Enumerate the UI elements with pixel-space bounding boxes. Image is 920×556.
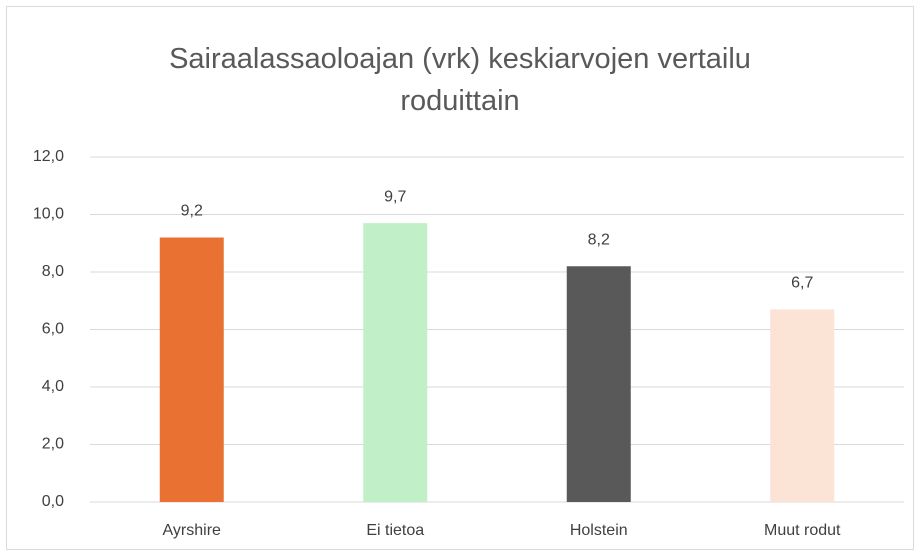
y-tick-label: 8,0 (42, 263, 64, 280)
x-tick-label: Ei tietoa (366, 522, 424, 539)
bar (159, 237, 224, 502)
bar (363, 223, 428, 502)
y-tick-label: 6,0 (42, 321, 64, 338)
chart-title: Sairaalassaoloajan (vrk) keskiarvojen ve… (169, 43, 751, 117)
data-label: 8,2 (588, 231, 610, 248)
y-tick-label: 4,0 (42, 378, 64, 395)
y-tick-label: 2,0 (42, 436, 64, 453)
chart-border (6, 6, 914, 550)
data-label: 6,7 (791, 275, 813, 292)
x-tick-label: Muut rodut (764, 522, 841, 539)
bar (770, 309, 835, 502)
x-tick-label: Ayrshire (163, 522, 221, 539)
y-tick-label: 10,0 (33, 206, 64, 223)
bar (566, 266, 631, 502)
y-tick-label: 0,0 (42, 493, 64, 510)
data-label: 9,2 (181, 203, 203, 220)
y-tick-label: 12,0 (33, 148, 64, 165)
data-label: 9,7 (384, 188, 406, 205)
x-tick-label: Holstein (570, 522, 628, 539)
